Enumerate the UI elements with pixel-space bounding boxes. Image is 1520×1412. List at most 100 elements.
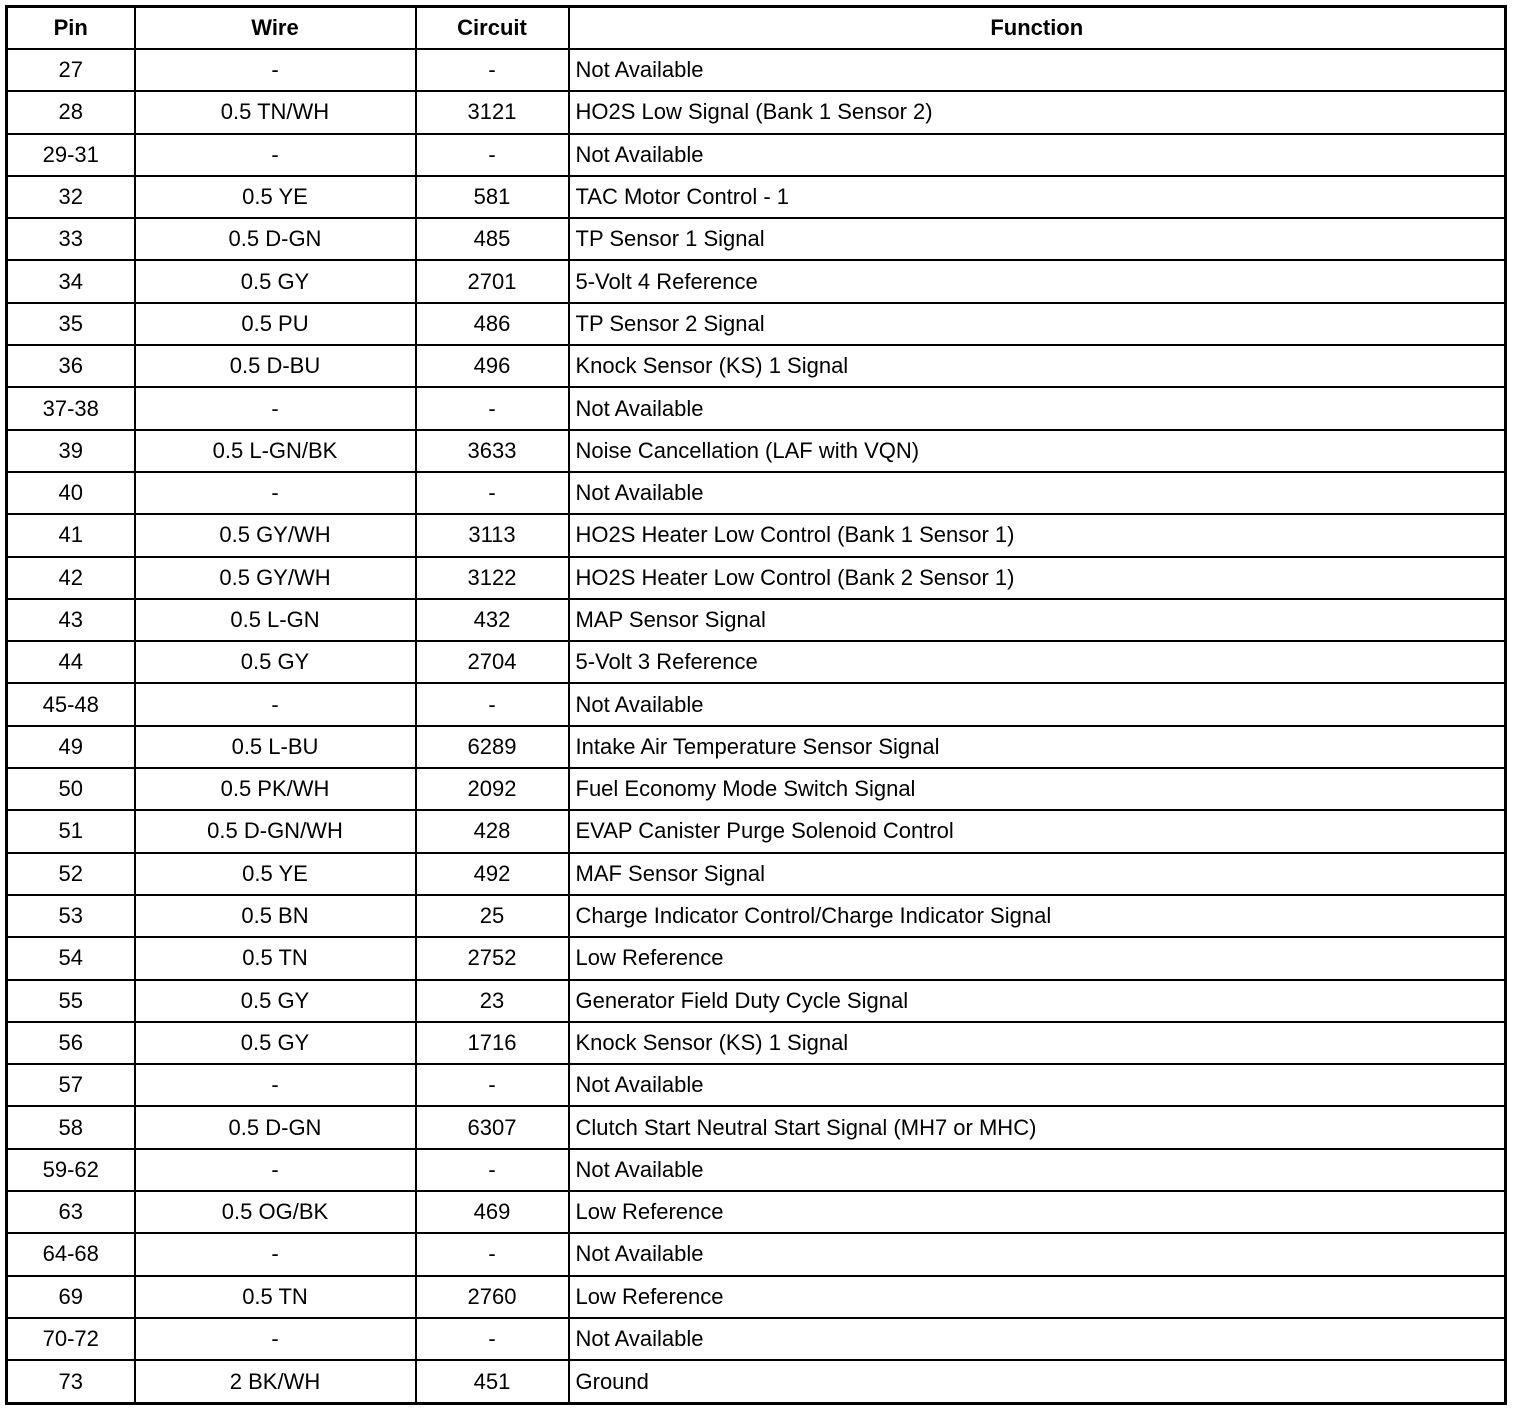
wire-cell: 0.5 YE [133,174,417,220]
circuit-cell: 428 [414,809,570,854]
wire-cell: 0.5 PK/WH [133,767,417,812]
pin-cell: 52 [5,851,136,896]
function-cell: MAF Sensor Signal [567,851,1507,896]
circuit-cell: - [414,1063,570,1108]
circuit-cell: 496 [414,344,570,389]
pinout-table: Pin Wire Circuit Function 27- - Not Availa… [5,5,1507,1405]
pin-cell: 34 [5,259,136,304]
wire-cell: 0.5 D-GN [133,217,417,262]
function-cell: Charge Indicator Control/Charge Indicato… [567,893,1507,939]
pin-cell: 35 [5,301,136,347]
circuit-cell: 469 [414,1190,570,1235]
function-cell: 5-Volt 3 Reference [567,640,1507,685]
table-row: 41 0.5 GY/WH 3113 HO2S Heater Low Control (… [5,513,1507,558]
wire-cell: 0.5 BN [133,893,417,939]
pin-cell: 64-68 [5,1232,136,1277]
function-cell: Knock Sensor (KS) 1 Signal [567,344,1507,389]
function-cell: HO2S Low Signal (Bank 1 Sensor 2) [567,90,1507,135]
function-cell: Low Reference [567,1274,1507,1319]
pin-cell: 36 [5,344,136,389]
pin-cell: 49 [5,724,136,770]
wire-cell: 0.5 D-GN/WH [133,809,417,854]
wire-cell: 0.5 L-GN/BK [133,428,417,473]
table-body: 27- - Not Available 28 0.5 TN/WH 3121 HO2S Low… [5,47,1507,1405]
table-row: 34 0.5 GY 2701 5-Volt 4 Reference [5,259,1507,304]
function-cell: HO2S Heater Low Control (Bank 1 Sensor 1… [567,513,1507,558]
table-row: 63 0.5 OG/BK 469 Low Reference [5,1190,1507,1235]
circuit-cell: 1716 [414,1020,570,1066]
wire-cell: - [133,470,417,516]
function-cell: Intake Air Temperature Sensor Signal [567,724,1507,770]
function-cell: Generator Field Duty Cycle Signal [567,978,1507,1023]
table-row: 55 0.5 GY 23 Generator Field Duty Cycle Sig… [5,978,1507,1023]
function-cell: MAP Sensor Signal [567,597,1507,643]
table-row: 40- - Not Available [5,470,1507,516]
function-cell: Not Available [567,47,1507,93]
table-row: 28 0.5 TN/WH 3121 HO2S Low Signal (Bank 1 S… [5,90,1507,135]
function-cell: Not Available [567,1063,1507,1108]
circuit-cell: 432 [414,597,570,643]
wire-cell: 0.5 GY [133,1020,417,1066]
circuit-cell: 23 [414,978,570,1023]
circuit-cell: 2701 [414,259,570,304]
function-cell: Ground [567,1359,1507,1405]
wire-cell: 0.5 L-BU [133,724,417,770]
wire-cell: 2 BK/WH [133,1359,417,1405]
pin-cell: 56 [5,1020,136,1066]
wire-cell: - [133,1232,417,1277]
circuit-cell: 6289 [414,724,570,770]
table-row: 39 0.5 L-GN/BK 3633 Noise Cancellation (LAF… [5,428,1507,473]
table-row: 27- - Not Available [5,47,1507,93]
pin-cell: 43 [5,597,136,643]
pin-cell: 41 [5,513,136,558]
wire-cell: 0.5 GY [133,640,417,685]
table-row: 45-48- - Not Available [5,682,1507,727]
wire-cell: - [133,47,417,93]
circuit-cell: 451 [414,1359,570,1405]
wire-cell: 0.5 GY [133,978,417,1023]
circuit-cell: 3633 [414,428,570,473]
function-cell: Not Available [567,1147,1507,1193]
pin-cell: 44 [5,640,136,685]
pin-cell: 27 [5,47,136,93]
wire-cell: - [133,132,417,177]
table-row: 36 0.5 D-BU 496 Knock Sensor (KS) 1 Signal [5,344,1507,389]
pin-cell: 33 [5,217,136,262]
circuit-cell: 3121 [414,90,570,135]
wire-cell: - [133,1316,417,1362]
circuit-cell: 3113 [414,513,570,558]
pin-cell: 32 [5,174,136,220]
pin-cell: 39 [5,428,136,473]
function-cell: Low Reference [567,936,1507,981]
function-cell: Not Available [567,682,1507,727]
table-row: 56 0.5 GY 1716 Knock Sensor (KS) 1 Signal [5,1020,1507,1066]
circuit-cell: 581 [414,174,570,220]
circuit-cell: - [414,470,570,516]
wire-cell: 0.5 TN/WH [133,90,417,135]
table-row: 43 0.5 L-GN 432 MAP Sensor Signal [5,597,1507,643]
circuit-cell: - [414,1147,570,1193]
circuit-cell: 6307 [414,1105,570,1150]
circuit-cell: - [414,1232,570,1277]
table-row: 29-31- - Not Available [5,132,1507,177]
table-row: 42 0.5 GY/WH 3122 HO2S Heater Low Control (… [5,555,1507,600]
table-row: 59-62- - Not Available [5,1147,1507,1193]
wire-cell: 0.5 GY/WH [133,513,417,558]
pin-cell: 57 [5,1063,136,1108]
pin-cell: 73 [5,1359,136,1405]
function-cell: Not Available [567,1316,1507,1362]
header-row: Pin Wire Circuit Function [5,5,1507,50]
header-function: Function [567,5,1507,50]
function-cell: Not Available [567,132,1507,177]
circuit-cell: - [414,1316,570,1362]
circuit-cell: 486 [414,301,570,347]
function-cell: EVAP Canister Purge Solenoid Control [567,809,1507,854]
circuit-cell: 3122 [414,555,570,600]
table-row: 53 0.5 BN 25 Charge Indicator Control/Charg… [5,893,1507,939]
circuit-cell: 2752 [414,936,570,981]
function-cell: Noise Cancellation (LAF with VQN) [567,428,1507,473]
circuit-cell: 485 [414,217,570,262]
pin-cell: 70-72 [5,1316,136,1362]
pin-cell: 28 [5,90,136,135]
wire-cell: 0.5 TN [133,936,417,981]
